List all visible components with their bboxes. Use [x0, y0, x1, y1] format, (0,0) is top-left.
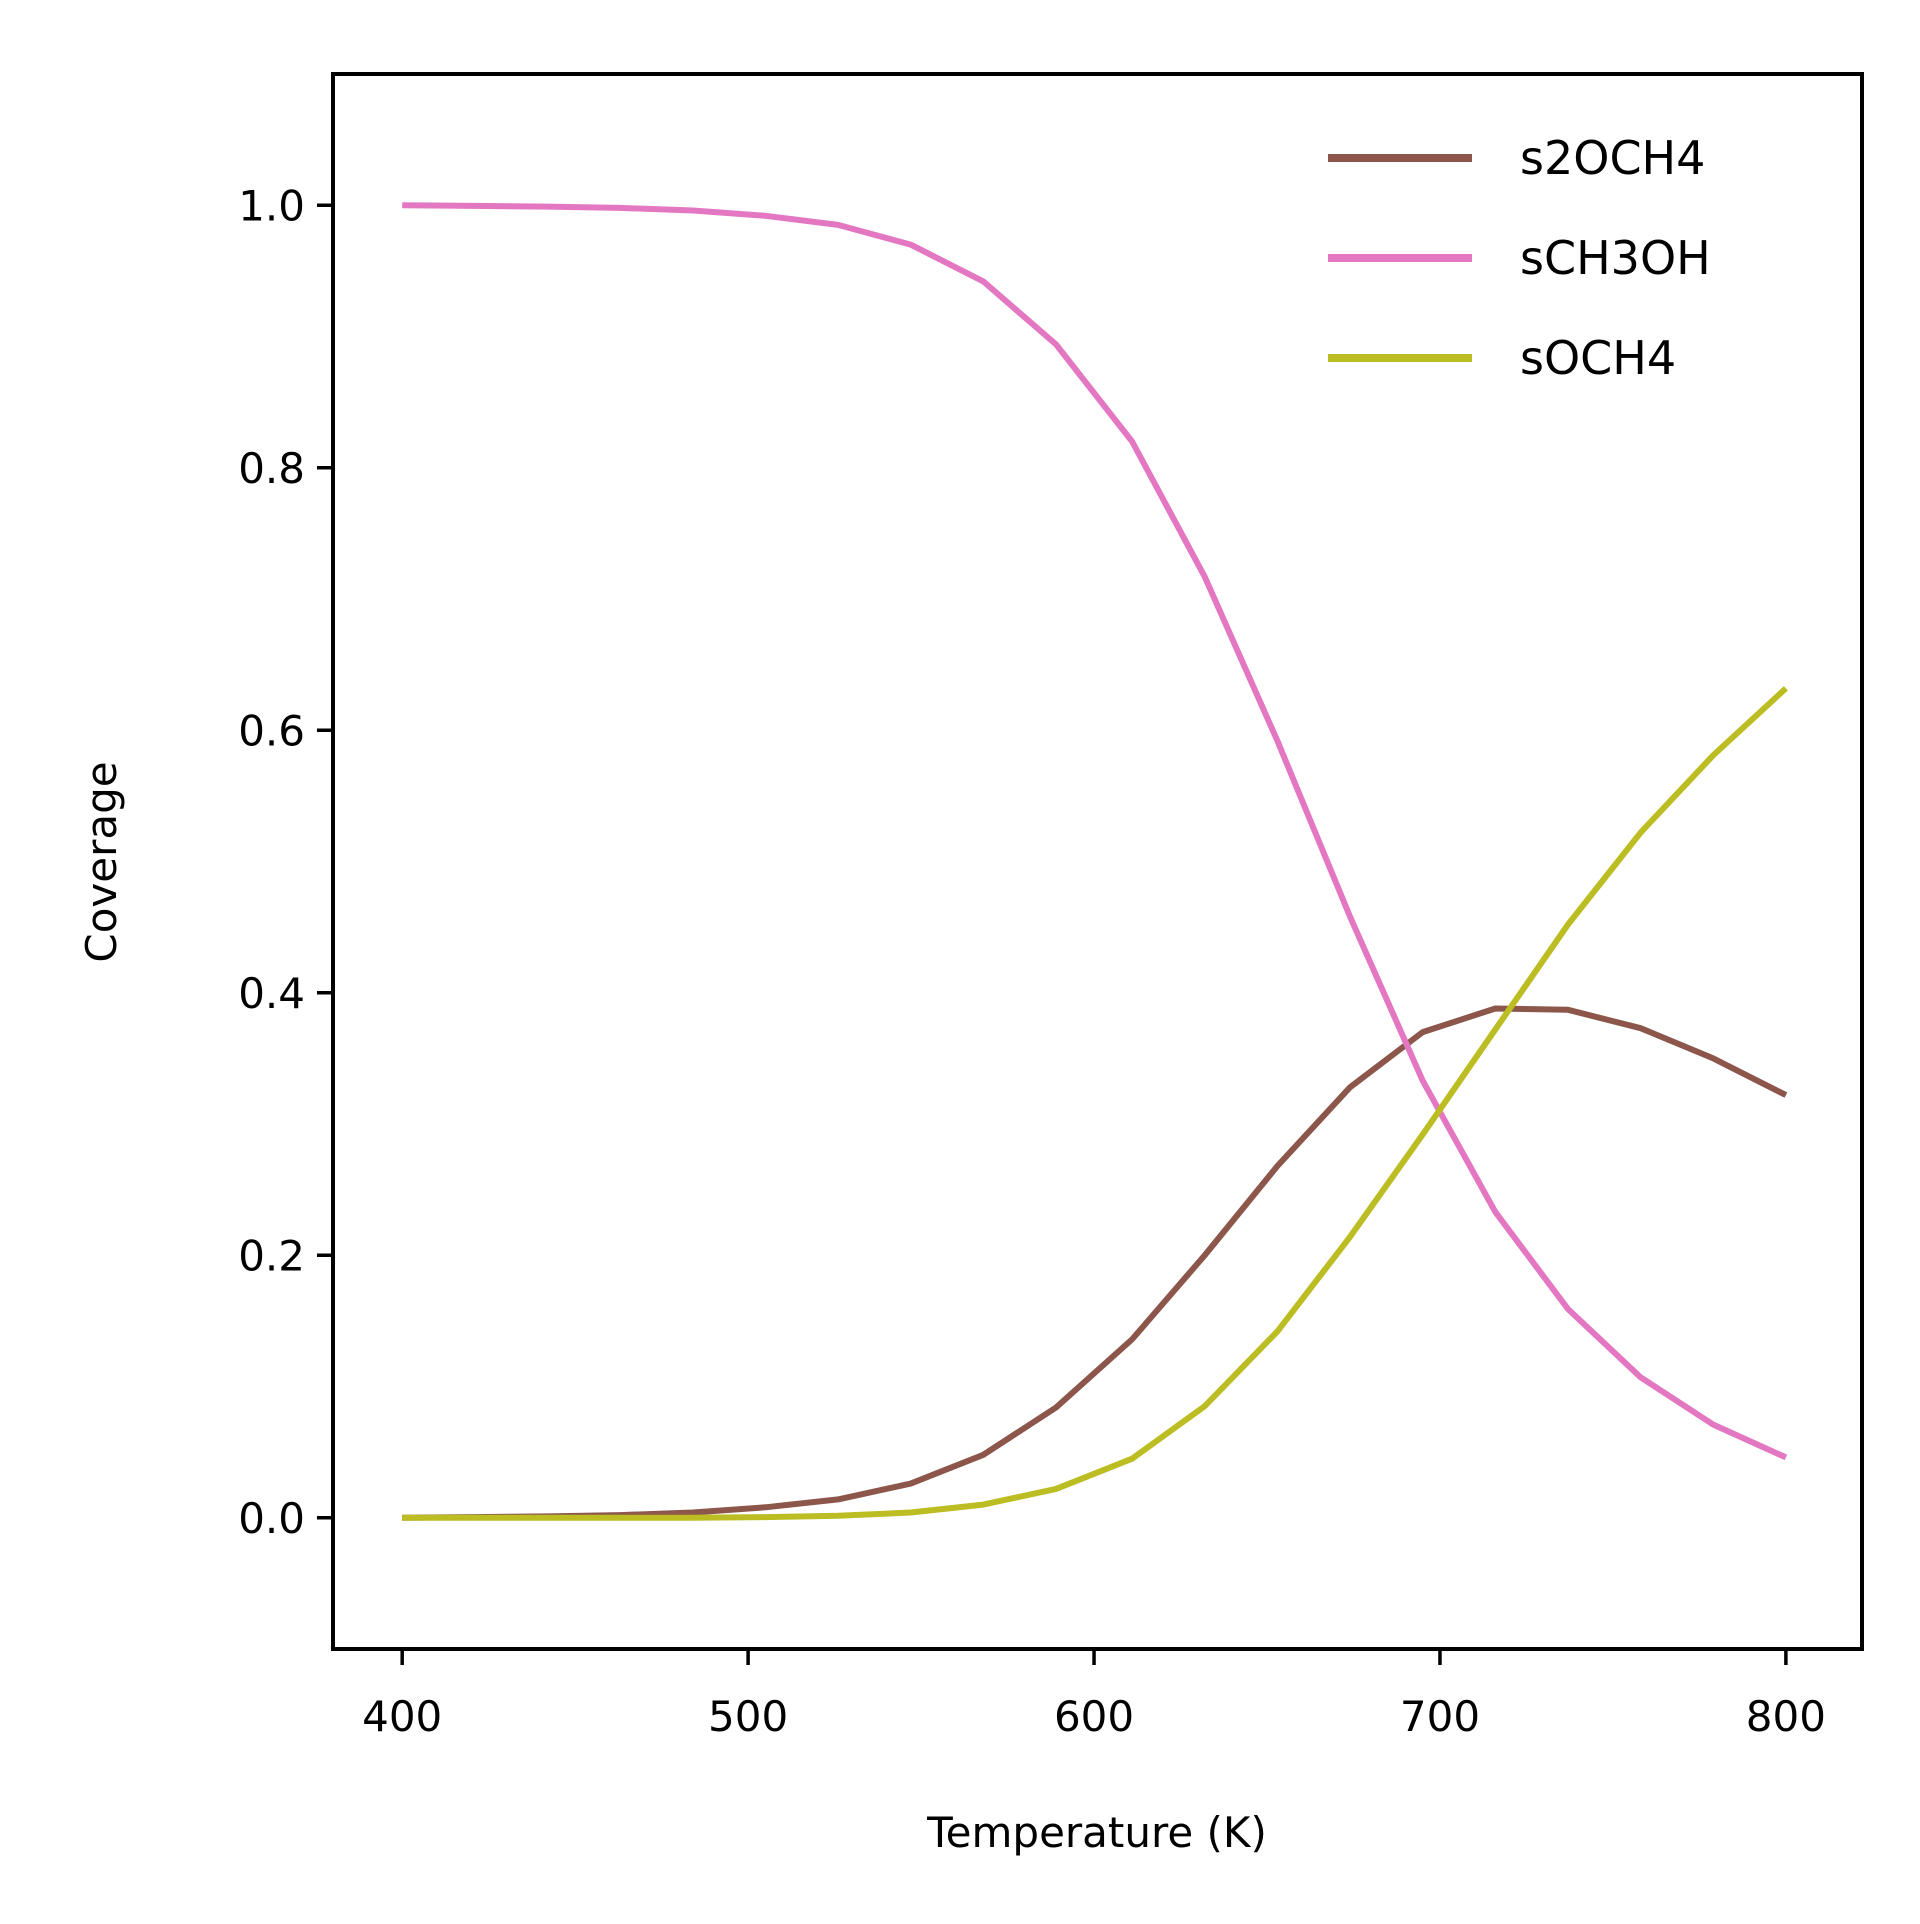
- y-tick-label: 1.0: [238, 181, 305, 230]
- plot-frame: [331, 72, 1864, 1651]
- x-tick-label: 600: [1054, 1692, 1134, 1741]
- y-tick-label: 0.8: [238, 444, 305, 493]
- x-tick-label: 800: [1746, 1692, 1826, 1741]
- legend: s2OCH4 sCH3OH sOCH4: [1328, 131, 1711, 385]
- series-line-s2OCH4: [402, 1005, 1788, 1521]
- y-axis-label: Coverage: [77, 761, 126, 962]
- x-tick-label: 700: [1400, 1692, 1480, 1741]
- y-tick-label: 0.2: [238, 1231, 305, 1280]
- x-axis-label: Temperature (K): [926, 1808, 1267, 1857]
- series-line-sOCH4: [402, 686, 1788, 1521]
- y-tick-label: 0.4: [238, 969, 305, 1018]
- y-tick-label: 0.0: [238, 1494, 305, 1543]
- x-tick-label: 500: [708, 1692, 788, 1741]
- series-line-sCH3OH: [402, 202, 1788, 1461]
- x-tick-label: 400: [362, 1692, 442, 1741]
- series-layer: [402, 202, 1788, 1521]
- legend-label: sCH3OH: [1520, 231, 1711, 285]
- x-axis: 400 500 600 700 800: [362, 1649, 1826, 1741]
- legend-label: s2OCH4: [1520, 131, 1705, 185]
- legend-label: sOCH4: [1520, 331, 1676, 385]
- y-tick-label: 0.6: [238, 706, 305, 755]
- y-axis: 0.0 0.2 0.4 0.6 0.8 1.0: [238, 181, 333, 1543]
